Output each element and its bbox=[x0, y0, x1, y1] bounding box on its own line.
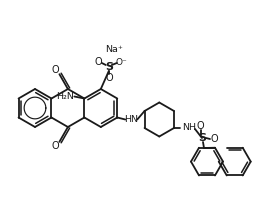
Text: HN: HN bbox=[124, 115, 138, 124]
Text: S: S bbox=[105, 62, 113, 72]
Text: Na⁺: Na⁺ bbox=[105, 45, 123, 54]
Text: O: O bbox=[94, 57, 102, 67]
Text: O: O bbox=[52, 141, 59, 151]
Text: O: O bbox=[196, 121, 204, 131]
Text: S: S bbox=[198, 133, 206, 143]
Text: O: O bbox=[105, 73, 113, 83]
Text: O: O bbox=[210, 134, 218, 144]
Text: O⁻: O⁻ bbox=[116, 58, 128, 67]
Text: H₂N: H₂N bbox=[56, 92, 74, 101]
Text: NH: NH bbox=[182, 123, 196, 132]
Text: O: O bbox=[52, 65, 59, 75]
